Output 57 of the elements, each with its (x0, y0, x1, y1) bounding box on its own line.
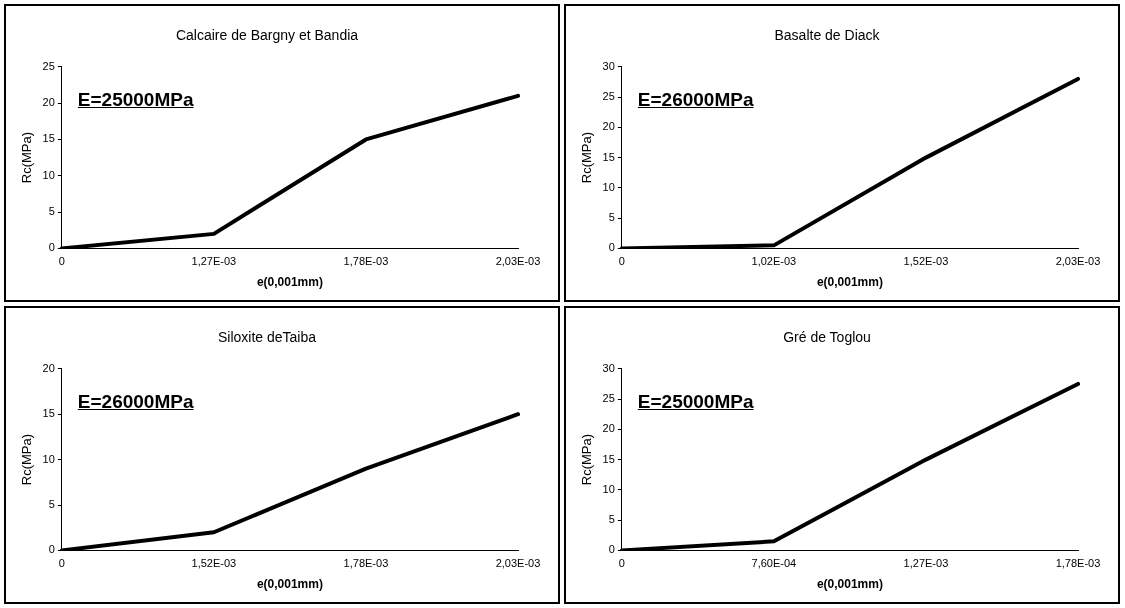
y-tick-label: 0 (608, 241, 615, 254)
x-tick-label: 0 (618, 557, 625, 570)
x-tick-label: 1,78E-03 (343, 255, 389, 268)
y-tick-label: 10 (42, 452, 55, 465)
chart-title: Basalte de Diack (774, 27, 881, 44)
y-tick-label: 20 (42, 361, 55, 374)
y-tick-label: 30 (602, 59, 615, 72)
annotation: E=25000MPa (637, 390, 754, 413)
y-tick-label: 15 (602, 150, 615, 163)
x-tick-label: 7,60E-04 (751, 557, 797, 570)
x-tick-label: 1,27E-03 (191, 255, 237, 268)
y-tick-label: 5 (48, 205, 55, 218)
y-axis-title: Rc(MPa) (579, 433, 595, 486)
annotation: E=25000MPa (77, 88, 194, 111)
y-tick-label: 0 (48, 241, 55, 254)
x-tick-label: 0 (58, 557, 65, 570)
y-tick-label: 20 (42, 96, 55, 109)
chart-title: Siloxite deTaiba (217, 329, 317, 346)
x-tick-label: 0 (618, 255, 625, 268)
annotation: E=26000MPa (637, 88, 754, 111)
y-tick-label: 5 (48, 498, 55, 511)
y-tick-label: 10 (602, 180, 615, 193)
x-tick-label: 1,52E-03 (903, 255, 949, 268)
y-axis-title: Rc(MPa) (19, 433, 35, 486)
y-axis-title: Rc(MPa) (579, 131, 595, 184)
x-tick-label: 2,03E-03 (1055, 255, 1101, 268)
x-tick-label: 1,27E-03 (903, 557, 949, 570)
y-tick-label: 25 (602, 392, 615, 405)
y-tick-label: 5 (608, 211, 615, 224)
chart-title: Calcaire de Bargny et Bandia (175, 27, 359, 44)
y-tick-label: 15 (42, 132, 55, 145)
x-axis-title: e(0,001mm) (256, 577, 323, 592)
y-tick-label: 10 (42, 168, 55, 181)
x-tick-label: 1,02E-03 (751, 255, 797, 268)
y-tick-label: 15 (602, 452, 615, 465)
y-tick-label: 20 (602, 422, 615, 435)
y-tick-label: 25 (602, 90, 615, 103)
x-axis-title: e(0,001mm) (816, 577, 883, 592)
y-axis-title: Rc(MPa) (19, 131, 35, 184)
x-tick-label: 1,78E-03 (1055, 557, 1101, 570)
y-tick-label: 10 (602, 482, 615, 495)
y-tick-label: 15 (42, 407, 55, 420)
x-tick-label: 1,52E-03 (191, 557, 237, 570)
x-tick-label: 0 (58, 255, 65, 268)
annotation: E=26000MPa (77, 390, 194, 413)
y-tick-label: 0 (48, 543, 55, 556)
y-tick-label: 30 (602, 361, 615, 374)
x-axis-title: e(0,001mm) (256, 275, 323, 290)
x-tick-label: 2,03E-03 (495, 557, 541, 570)
chart-title: Gré de Toglou (783, 329, 871, 346)
x-tick-label: 2,03E-03 (495, 255, 541, 268)
y-tick-label: 20 (602, 120, 615, 133)
x-axis-title: e(0,001mm) (816, 275, 883, 290)
y-tick-label: 5 (608, 513, 615, 526)
x-tick-label: 1,78E-03 (343, 557, 389, 570)
y-tick-label: 25 (42, 59, 55, 72)
y-tick-label: 0 (608, 543, 615, 556)
